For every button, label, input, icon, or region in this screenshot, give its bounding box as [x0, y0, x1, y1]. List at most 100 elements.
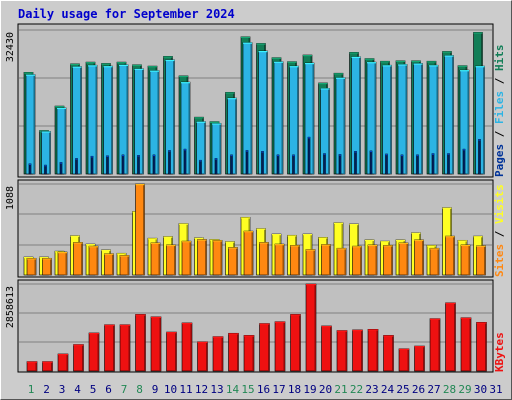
day-label-22: 22: [350, 383, 363, 396]
bar-visits-top: [24, 257, 33, 259]
bar-sites-top: [197, 239, 207, 241]
bar-pages-side: [479, 139, 481, 174]
bar-pages-top: [339, 154, 341, 156]
panel-visits-scale-label: 1088: [5, 186, 16, 210]
bar-pages-side: [432, 153, 434, 174]
bar-files-top: [196, 121, 206, 123]
bar-sites-top: [352, 246, 362, 248]
bar-hits-top: [287, 61, 297, 63]
bar-visits-sites-day-22: [352, 245, 362, 276]
legend-separator: /: [493, 224, 506, 244]
bar-hits-top: [24, 72, 33, 74]
bar-files-side: [173, 59, 175, 175]
bar-hits-top: [225, 92, 235, 94]
legend-pages: Pages: [493, 144, 506, 177]
bar-hits-top: [365, 58, 374, 60]
bar-kbytes-kbytes-day-9: [150, 316, 162, 372]
bar-kbytes-top: [213, 336, 223, 338]
bar-pages-side: [417, 154, 419, 174]
bar-kbytes-top: [368, 329, 378, 331]
bar-files-top: [41, 131, 51, 133]
bar-files-top: [305, 62, 314, 65]
bar-kbytes-kbytes-day-28: [445, 302, 456, 372]
bar-kbytes-side: [361, 329, 363, 371]
bar-sites-side: [158, 242, 160, 275]
bar-files-top: [88, 65, 97, 67]
day-label-31: 31: [489, 383, 502, 396]
bar-files-top: [382, 65, 392, 67]
bar-files-side: [483, 66, 485, 174]
bar-hits-top: [256, 43, 266, 45]
bar-sites-side: [422, 239, 424, 275]
bar-kbytes-top: [337, 330, 347, 332]
bar-sites-top: [275, 244, 284, 246]
bar-hits-top: [132, 64, 142, 66]
bar-hits-top: [70, 63, 80, 66]
day-label-24: 24: [381, 383, 395, 396]
bar-files-side: [328, 88, 330, 174]
bar-sites-side: [34, 258, 36, 275]
bar-visits-top: [272, 234, 281, 236]
bar-hits-top: [163, 56, 173, 58]
bar-visits-top: [86, 244, 95, 246]
bar-files-top: [119, 64, 128, 66]
bar-pages-top: [385, 154, 388, 156]
bar-sites-side: [143, 184, 145, 275]
day-label-9: 9: [152, 383, 159, 396]
day-label-29: 29: [458, 383, 471, 396]
bar-sites-side: [112, 253, 114, 275]
bar-kbytes-side: [268, 323, 270, 371]
bar-visits-top: [256, 228, 266, 230]
day-label-15: 15: [241, 383, 254, 396]
day-label-1: 1: [28, 383, 35, 396]
bar-sites-side: [344, 248, 346, 275]
bar-files-side: [359, 56, 361, 174]
bar-hits-top: [411, 60, 421, 62]
bar-kbytes-kbytes-day-6: [104, 324, 115, 372]
bar-pages-top: [44, 165, 47, 167]
day-label-21: 21: [334, 383, 347, 396]
bar-hits-pages-day-23: [369, 150, 373, 175]
bar-kbytes-kbytes-day-20: [321, 325, 332, 372]
bar-kbytes-top: [306, 284, 316, 286]
day-label-23: 23: [365, 383, 378, 396]
bar-hits-pages-day-9: [152, 154, 156, 175]
day-label-17: 17: [272, 383, 285, 396]
bar-kbytes-kbytes-day-16: [259, 323, 270, 372]
bar-pages-top: [199, 160, 202, 162]
bar-kbytes-side: [66, 353, 68, 371]
bar-kbytes-side: [392, 335, 394, 371]
bar-kbytes-kbytes-day-15: [243, 335, 255, 372]
bar-pages-top: [370, 150, 372, 153]
bar-sites-side: [251, 231, 253, 275]
bar-pages-side: [277, 154, 279, 174]
bar-pages-top: [354, 151, 357, 153]
panel-visits: 1088 Sites / Visits: [5, 179, 506, 278]
bar-sites-top: [414, 239, 424, 242]
bar-pages-side: [76, 158, 78, 174]
bar-visits-sites-day-24: [383, 245, 393, 276]
bar-pages-top: [137, 155, 140, 157]
bar-sites-top: [27, 258, 36, 260]
bar-pages-side: [324, 153, 326, 174]
bar-files-top: [26, 74, 35, 76]
bar-files-side: [235, 98, 237, 174]
bar-visits-top: [442, 207, 452, 209]
bar-kbytes-side: [82, 344, 84, 371]
bar-files-top: [320, 88, 330, 90]
bar-kbytes-side: [283, 321, 285, 371]
bar-kbytes-kbytes-day-21: [336, 330, 348, 372]
bar-files-side: [126, 64, 128, 174]
bar-pages-side: [60, 162, 62, 174]
bar-kbytes-side: [144, 314, 146, 371]
bar-hits-top: [210, 121, 219, 123]
legend-hits: Hits: [493, 45, 506, 72]
bar-pages-top: [168, 150, 171, 152]
bar-kbytes-side: [454, 302, 456, 371]
bar-pages-top: [432, 153, 434, 155]
bar-sites-top: [244, 231, 253, 233]
bar-kbytes-kbytes-day-12: [197, 341, 208, 372]
bar-kbytes-top: [275, 321, 285, 323]
bar-sites-side: [267, 242, 269, 275]
